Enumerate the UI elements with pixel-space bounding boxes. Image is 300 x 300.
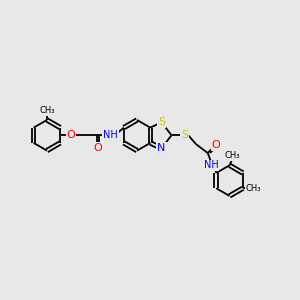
- Text: NH: NH: [204, 160, 219, 170]
- Text: O: O: [66, 130, 75, 140]
- Text: CH₃: CH₃: [39, 106, 55, 115]
- Text: CH₃: CH₃: [245, 184, 261, 193]
- Text: CH₃: CH₃: [39, 106, 55, 115]
- Text: O: O: [212, 140, 220, 150]
- Text: O: O: [93, 142, 102, 153]
- Text: S: S: [158, 117, 165, 127]
- Text: S: S: [181, 130, 188, 140]
- Text: NH: NH: [204, 160, 219, 170]
- Text: NH: NH: [103, 130, 118, 140]
- Text: CH₃: CH₃: [225, 152, 240, 160]
- Text: O: O: [93, 142, 102, 153]
- Text: NH: NH: [103, 130, 118, 140]
- Text: N: N: [157, 143, 166, 153]
- Text: O: O: [66, 130, 75, 140]
- Text: O: O: [212, 140, 220, 150]
- Text: CH₃: CH₃: [225, 152, 240, 160]
- Text: S: S: [181, 130, 188, 140]
- Text: N: N: [157, 143, 166, 153]
- Text: S: S: [158, 117, 165, 127]
- Text: CH₃: CH₃: [245, 184, 261, 193]
